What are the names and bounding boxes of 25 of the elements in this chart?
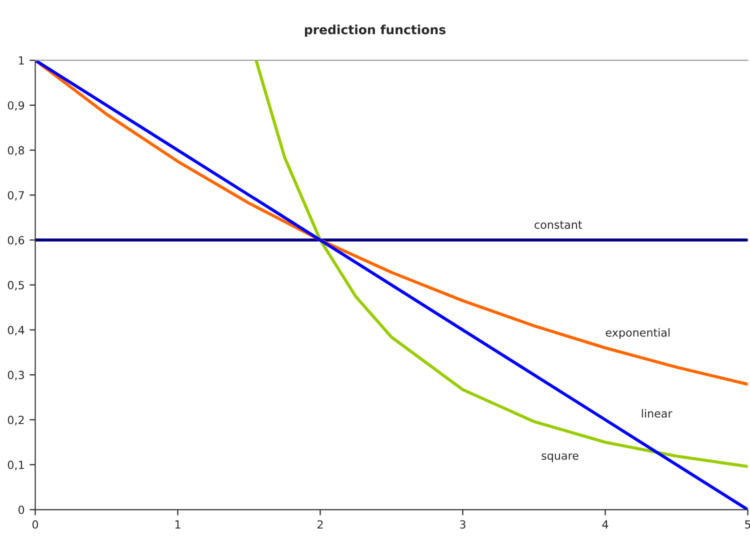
series-label: linear bbox=[642, 409, 672, 418]
y-tick-label: 0,9 bbox=[8, 101, 24, 111]
x-tick-label: 4 bbox=[602, 520, 608, 528]
y-tick-label: 0,7 bbox=[8, 191, 24, 201]
y-tick-label: 0,3 bbox=[8, 370, 24, 380]
line-series bbox=[35, 60, 748, 386]
y-tick-label: 1 bbox=[18, 56, 24, 64]
y-tick-label: 0,5 bbox=[8, 280, 24, 290]
x-tick-label: 3 bbox=[460, 520, 466, 529]
chart-title: prediction functions bbox=[304, 24, 446, 37]
series-label: square bbox=[542, 453, 578, 462]
y-tick-label: 0,6 bbox=[8, 236, 24, 246]
line-series bbox=[35, 60, 748, 510]
y-tick-label: 0,8 bbox=[8, 146, 24, 156]
line-series bbox=[254, 60, 748, 468]
series-label: constant bbox=[534, 220, 582, 229]
y-tick-label: 0,2 bbox=[8, 416, 24, 426]
x-tick-label: 2 bbox=[318, 520, 323, 528]
series-label: exponential bbox=[606, 328, 670, 339]
y-tick-label: 0 bbox=[18, 506, 24, 514]
y-tick-label: 0,4 bbox=[8, 326, 24, 336]
x-tick-label: 5 bbox=[745, 520, 750, 529]
x-tick-label: 1 bbox=[175, 520, 180, 528]
x-tick-label: 0 bbox=[32, 520, 38, 529]
y-tick-label: 0,1 bbox=[8, 460, 24, 470]
